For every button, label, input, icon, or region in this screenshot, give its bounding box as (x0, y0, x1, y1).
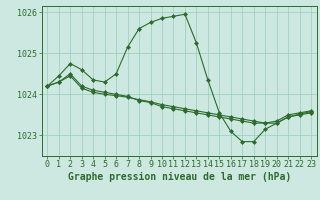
X-axis label: Graphe pression niveau de la mer (hPa): Graphe pression niveau de la mer (hPa) (68, 172, 291, 182)
